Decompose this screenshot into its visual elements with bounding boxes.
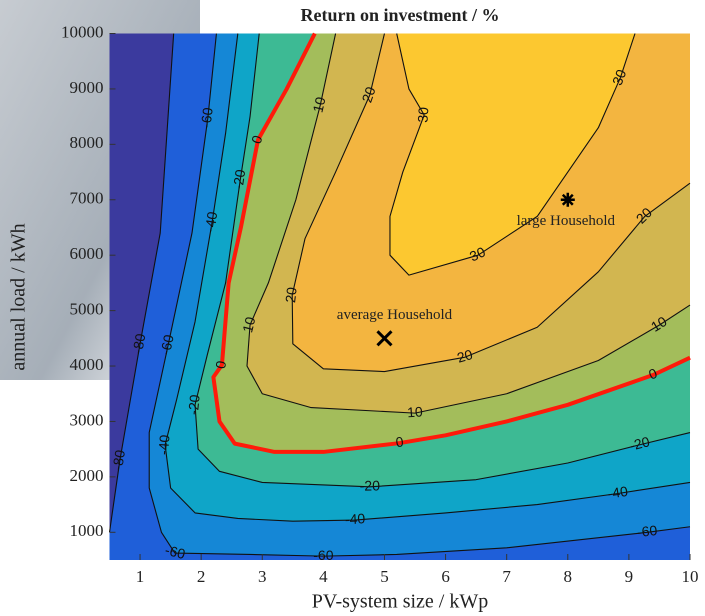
point-marker <box>376 330 393 347</box>
x-tick-label: 10 <box>682 567 699 586</box>
contour-label: 0 <box>212 359 229 369</box>
marker-star <box>560 192 575 207</box>
x-tick-label: 1 <box>136 567 145 586</box>
contour-label: 20 <box>282 286 300 304</box>
contour-line <box>246 33 691 414</box>
point-marker <box>560 192 575 207</box>
y-tick-label: 2000 <box>70 466 104 485</box>
contour-label: 0 <box>395 433 405 450</box>
y-tick-label: 8000 <box>70 133 104 152</box>
contour-line <box>164 33 691 522</box>
x-tick-label: 4 <box>319 567 328 586</box>
x-tick-label: 5 <box>380 567 389 586</box>
contour-label: -60 <box>197 106 215 128</box>
contour-label: 20 <box>455 346 475 366</box>
y-tick-label: 6000 <box>70 244 104 263</box>
contour-line <box>389 33 636 276</box>
contour-label: -20 <box>628 433 652 453</box>
y-tick-label: 10000 <box>61 22 104 41</box>
contour-label: 10 <box>407 403 424 420</box>
contour-label: 10 <box>239 315 258 334</box>
contour-line <box>194 33 691 488</box>
contour-label: -80 <box>129 332 148 355</box>
x-tick-label: 2 <box>197 567 206 586</box>
contour-label: -40 <box>607 483 630 502</box>
contour-label: 30 <box>414 106 431 123</box>
contour-label: -40 <box>345 510 366 527</box>
contour-line <box>211 32 691 454</box>
contour-label: 30 <box>467 243 488 264</box>
contour-label: -20 <box>230 168 249 191</box>
x-tick-label: 7 <box>502 567 511 586</box>
contour-line <box>148 33 691 557</box>
contour-label: -40 <box>155 434 172 455</box>
y-tick-label: 1000 <box>70 521 104 540</box>
y-axis-label: annual load / kWh <box>8 223 30 370</box>
y-tick-label: 3000 <box>70 410 104 429</box>
contour-label: -40 <box>201 210 220 233</box>
y-tick-label: 9000 <box>70 78 104 97</box>
x-tick-label: 9 <box>625 567 634 586</box>
contour-label: -20 <box>360 477 381 493</box>
x-axis-label: PV-system size / kWp <box>312 591 488 613</box>
x-tick-label: 3 <box>258 567 267 586</box>
chart-title: Return on investment / % <box>301 5 500 25</box>
marker-x <box>376 330 393 347</box>
contour-label: 10 <box>309 95 328 114</box>
contour-region <box>389 33 636 276</box>
contour-line <box>108 33 175 533</box>
point-label: large Household <box>517 213 616 229</box>
y-tick-label: 4000 <box>70 355 104 374</box>
plot-area: -80-80-60-60-60 -60-60-40-40-40-40-20-20-… <box>108 32 691 563</box>
y-tick-label: 5000 <box>70 300 104 319</box>
y-tick-label: 7000 <box>70 189 104 208</box>
contour-label: 30 <box>609 67 630 88</box>
contour-label: 20 <box>358 84 378 104</box>
contour-label: -20 <box>185 394 203 416</box>
contour-line <box>291 33 691 373</box>
contour-label: -80 <box>109 449 128 472</box>
contour-label: 10 <box>648 313 670 335</box>
contour-label: -60 <box>636 522 658 540</box>
contour-label: -60 <box>157 333 177 356</box>
contour-label: -60 <box>163 542 187 562</box>
point-label: average Household <box>337 307 453 323</box>
x-tick-label: 6 <box>441 567 450 586</box>
x-tick-label: 8 <box>564 567 573 586</box>
